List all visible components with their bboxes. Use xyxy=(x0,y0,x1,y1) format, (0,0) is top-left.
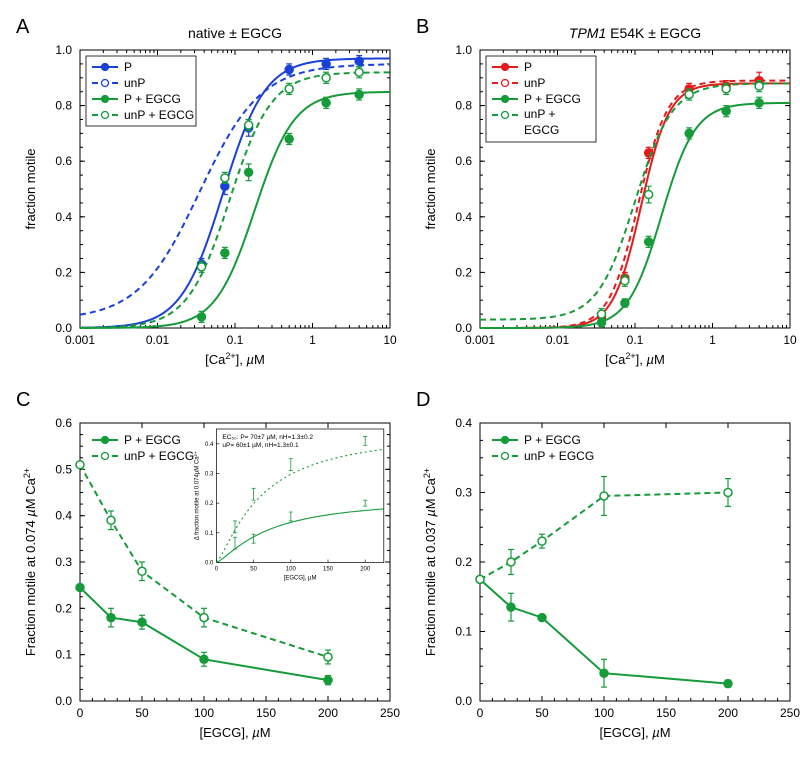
svg-text:P: P xyxy=(524,60,532,74)
panel-label-c: C xyxy=(16,389,30,412)
svg-text:100: 100 xyxy=(286,566,297,572)
svg-text:150: 150 xyxy=(656,706,676,720)
svg-text:0.2: 0.2 xyxy=(55,265,72,279)
svg-text:1: 1 xyxy=(709,333,716,347)
svg-text:0: 0 xyxy=(77,706,84,720)
svg-text:1.0: 1.0 xyxy=(55,43,72,57)
svg-text:native ± EGCG: native ± EGCG xyxy=(188,25,282,41)
svg-text:0.4: 0.4 xyxy=(455,416,472,430)
svg-text:[Ca2+], µM: [Ca2+], µM xyxy=(605,351,665,367)
svg-text:[EGCG], µM: [EGCG], µM xyxy=(199,725,270,740)
panel-c: C 0.0 0.1 0.2 0.3 0.4 0.5 0.6 0 50 100 150 200 250 [E… xyxy=(10,383,410,756)
panel-b: B TPM1 E54K ± EGCG0.00.20.40.60.81.00.00… xyxy=(410,10,800,383)
svg-text:0.01: 0.01 xyxy=(146,333,170,347)
svg-text:EC₅₀: P= 70±7 µM, nH=1.3±0.2: EC₅₀: P= 70±7 µM, nH=1.3±0.2 xyxy=(222,434,313,441)
panel-label-d: D xyxy=(416,389,430,412)
svg-text:0.1: 0.1 xyxy=(455,625,472,639)
svg-text:0.001: 0.001 xyxy=(65,333,95,347)
svg-text:fraction motile: fraction motile xyxy=(423,149,438,230)
svg-text:200: 200 xyxy=(718,706,738,720)
svg-text:0.8: 0.8 xyxy=(55,99,72,113)
svg-text:TPM1 E54K ± EGCG: TPM1 E54K ± EGCG xyxy=(569,25,701,41)
svg-text:fraction motile: fraction motile xyxy=(23,149,38,230)
chart-d: 0.0 0.1 0.2 0.3 0.4 0 50 100 150 200 250 [EGCG], µM… xyxy=(410,383,800,756)
svg-text:150: 150 xyxy=(323,566,334,572)
svg-text:0.2: 0.2 xyxy=(455,555,472,569)
svg-text:0.2: 0.2 xyxy=(205,501,214,507)
svg-text:0.01: 0.01 xyxy=(546,333,570,347)
svg-text:unP + EGCG: unP + EGCG xyxy=(124,449,194,463)
svg-text:250: 250 xyxy=(380,706,400,720)
svg-text:P: P xyxy=(124,60,132,74)
svg-text:0.1: 0.1 xyxy=(227,333,244,347)
svg-text:Fraction motile at 0.074 µM Ca: Fraction motile at 0.074 µM Ca2+ xyxy=(22,468,38,656)
svg-text:P + EGCG: P + EGCG xyxy=(124,92,181,106)
svg-text:P + EGCG: P + EGCG xyxy=(124,433,181,447)
svg-text:0: 0 xyxy=(477,706,484,720)
svg-text:Δ fraction motile at 0.074µM C: Δ fraction motile at 0.074µM Ca²⁺ xyxy=(193,451,200,540)
svg-text:unP + EGCG: unP + EGCG xyxy=(524,449,594,463)
svg-text:0.0: 0.0 xyxy=(455,694,472,708)
svg-text:0.1: 0.1 xyxy=(55,648,72,662)
svg-text:50: 50 xyxy=(535,706,549,720)
svg-text:[EGCG], µM: [EGCG], µM xyxy=(599,725,670,740)
svg-text:100: 100 xyxy=(594,706,614,720)
svg-text:0.3: 0.3 xyxy=(55,555,72,569)
svg-text:100: 100 xyxy=(194,706,214,720)
svg-text:0.2: 0.2 xyxy=(55,601,72,615)
svg-text:0.0: 0.0 xyxy=(55,694,72,708)
panel-d: D 0.0 0.1 0.2 0.3 0.4 0 50 100 150 200 250 [EGCG], … xyxy=(410,383,800,756)
svg-text:0.5: 0.5 xyxy=(55,462,72,476)
panel-label-b: B xyxy=(416,16,429,39)
panel-label-a: A xyxy=(16,16,29,39)
svg-text:0.4: 0.4 xyxy=(205,442,214,448)
figure-grid: A native ± EGCG0.00.20.40.60.81.00.0010.… xyxy=(10,10,790,756)
svg-text:0.3: 0.3 xyxy=(455,486,472,500)
svg-text:P + EGCG: P + EGCG xyxy=(524,433,581,447)
svg-text:0.001: 0.001 xyxy=(465,333,495,347)
svg-text:0.6: 0.6 xyxy=(55,416,72,430)
svg-text:200: 200 xyxy=(318,706,338,720)
svg-text:0.2: 0.2 xyxy=(455,265,472,279)
svg-text:unP +: unP + xyxy=(524,107,555,121)
svg-text:0.1: 0.1 xyxy=(627,333,644,347)
svg-text:1: 1 xyxy=(309,333,316,347)
chart-b: TPM1 E54K ± EGCG0.00.20.40.60.81.00.0010… xyxy=(410,10,800,383)
svg-text:1.0: 1.0 xyxy=(455,43,472,57)
svg-text:EGCG: EGCG xyxy=(524,123,559,137)
chart-a: native ± EGCG0.00.20.40.60.81.00.0010.01… xyxy=(10,10,410,383)
svg-text:250: 250 xyxy=(780,706,800,720)
svg-text:10: 10 xyxy=(783,333,797,347)
svg-text:P + EGCG: P + EGCG xyxy=(524,92,581,106)
svg-text:0.6: 0.6 xyxy=(455,154,472,168)
svg-text:[EGCG], µM: [EGCG], µM xyxy=(284,575,317,581)
svg-text:0.1: 0.1 xyxy=(205,531,214,537)
svg-text:0.0: 0.0 xyxy=(205,560,214,566)
svg-text:200: 200 xyxy=(360,566,371,572)
svg-text:150: 150 xyxy=(256,706,276,720)
svg-text:0.4: 0.4 xyxy=(55,509,72,523)
svg-text:10: 10 xyxy=(383,333,397,347)
svg-text:50: 50 xyxy=(250,566,257,572)
svg-text:unP: unP xyxy=(524,76,545,90)
svg-text:0.3: 0.3 xyxy=(205,471,214,477)
svg-text:0.8: 0.8 xyxy=(455,99,472,113)
svg-text:uP= 60±1 µM, nH=1.3±0.1: uP= 60±1 µM, nH=1.3±0.1 xyxy=(222,442,299,449)
svg-text:unP + EGCG: unP + EGCG xyxy=(124,108,194,122)
panel-a: A native ± EGCG0.00.20.40.60.81.00.0010.… xyxy=(10,10,410,383)
svg-text:50: 50 xyxy=(135,706,149,720)
svg-text:[Ca2+], µM: [Ca2+], µM xyxy=(205,351,265,367)
svg-text:0: 0 xyxy=(215,566,219,572)
chart-c: 0.0 0.1 0.2 0.3 0.4 0.5 0.6 0 50 100 150 200 250 [EGC… xyxy=(10,383,410,756)
svg-text:0.4: 0.4 xyxy=(455,210,472,224)
svg-text:Fraction motile at 0.037 µM Ca: Fraction motile at 0.037 µM Ca2+ xyxy=(422,468,438,656)
svg-text:unP: unP xyxy=(124,76,145,90)
svg-text:0.6: 0.6 xyxy=(55,154,72,168)
svg-text:0.4: 0.4 xyxy=(55,210,72,224)
